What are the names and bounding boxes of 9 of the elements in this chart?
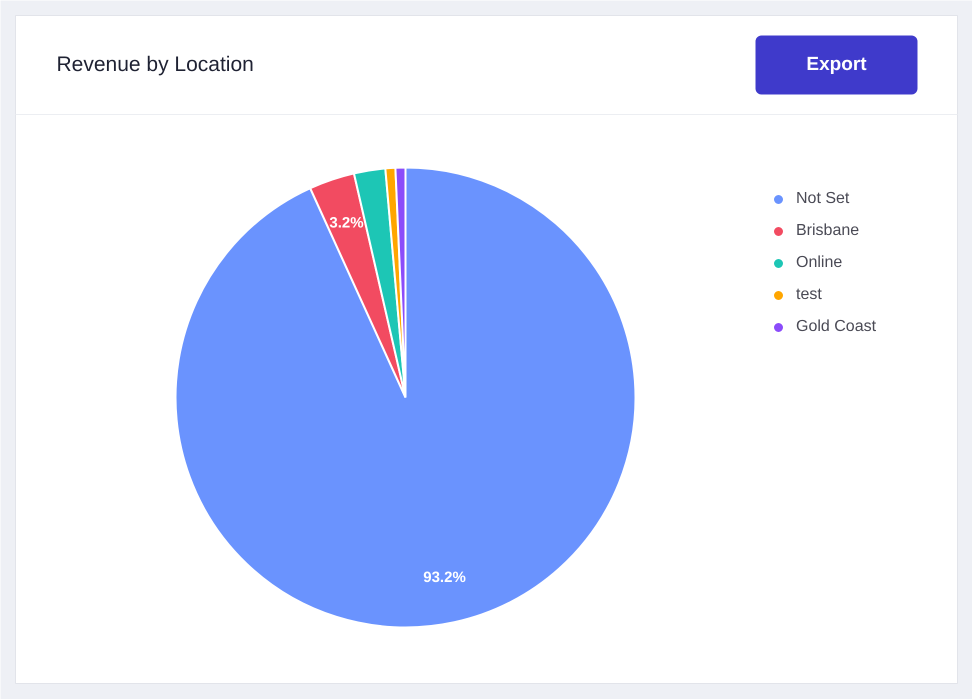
legend-label: test bbox=[796, 285, 822, 305]
legend-label: Online bbox=[796, 253, 842, 273]
data-label: 93.2% bbox=[423, 568, 466, 586]
data-label: 3.2% bbox=[329, 214, 364, 232]
text: Export bbox=[806, 54, 868, 75]
chart-title: Revenue by Location bbox=[56, 53, 254, 76]
legend-label: Not Set bbox=[796, 189, 850, 209]
legend-label: Brisbane bbox=[796, 221, 860, 241]
legend-label: Gold Coast bbox=[796, 317, 876, 337]
